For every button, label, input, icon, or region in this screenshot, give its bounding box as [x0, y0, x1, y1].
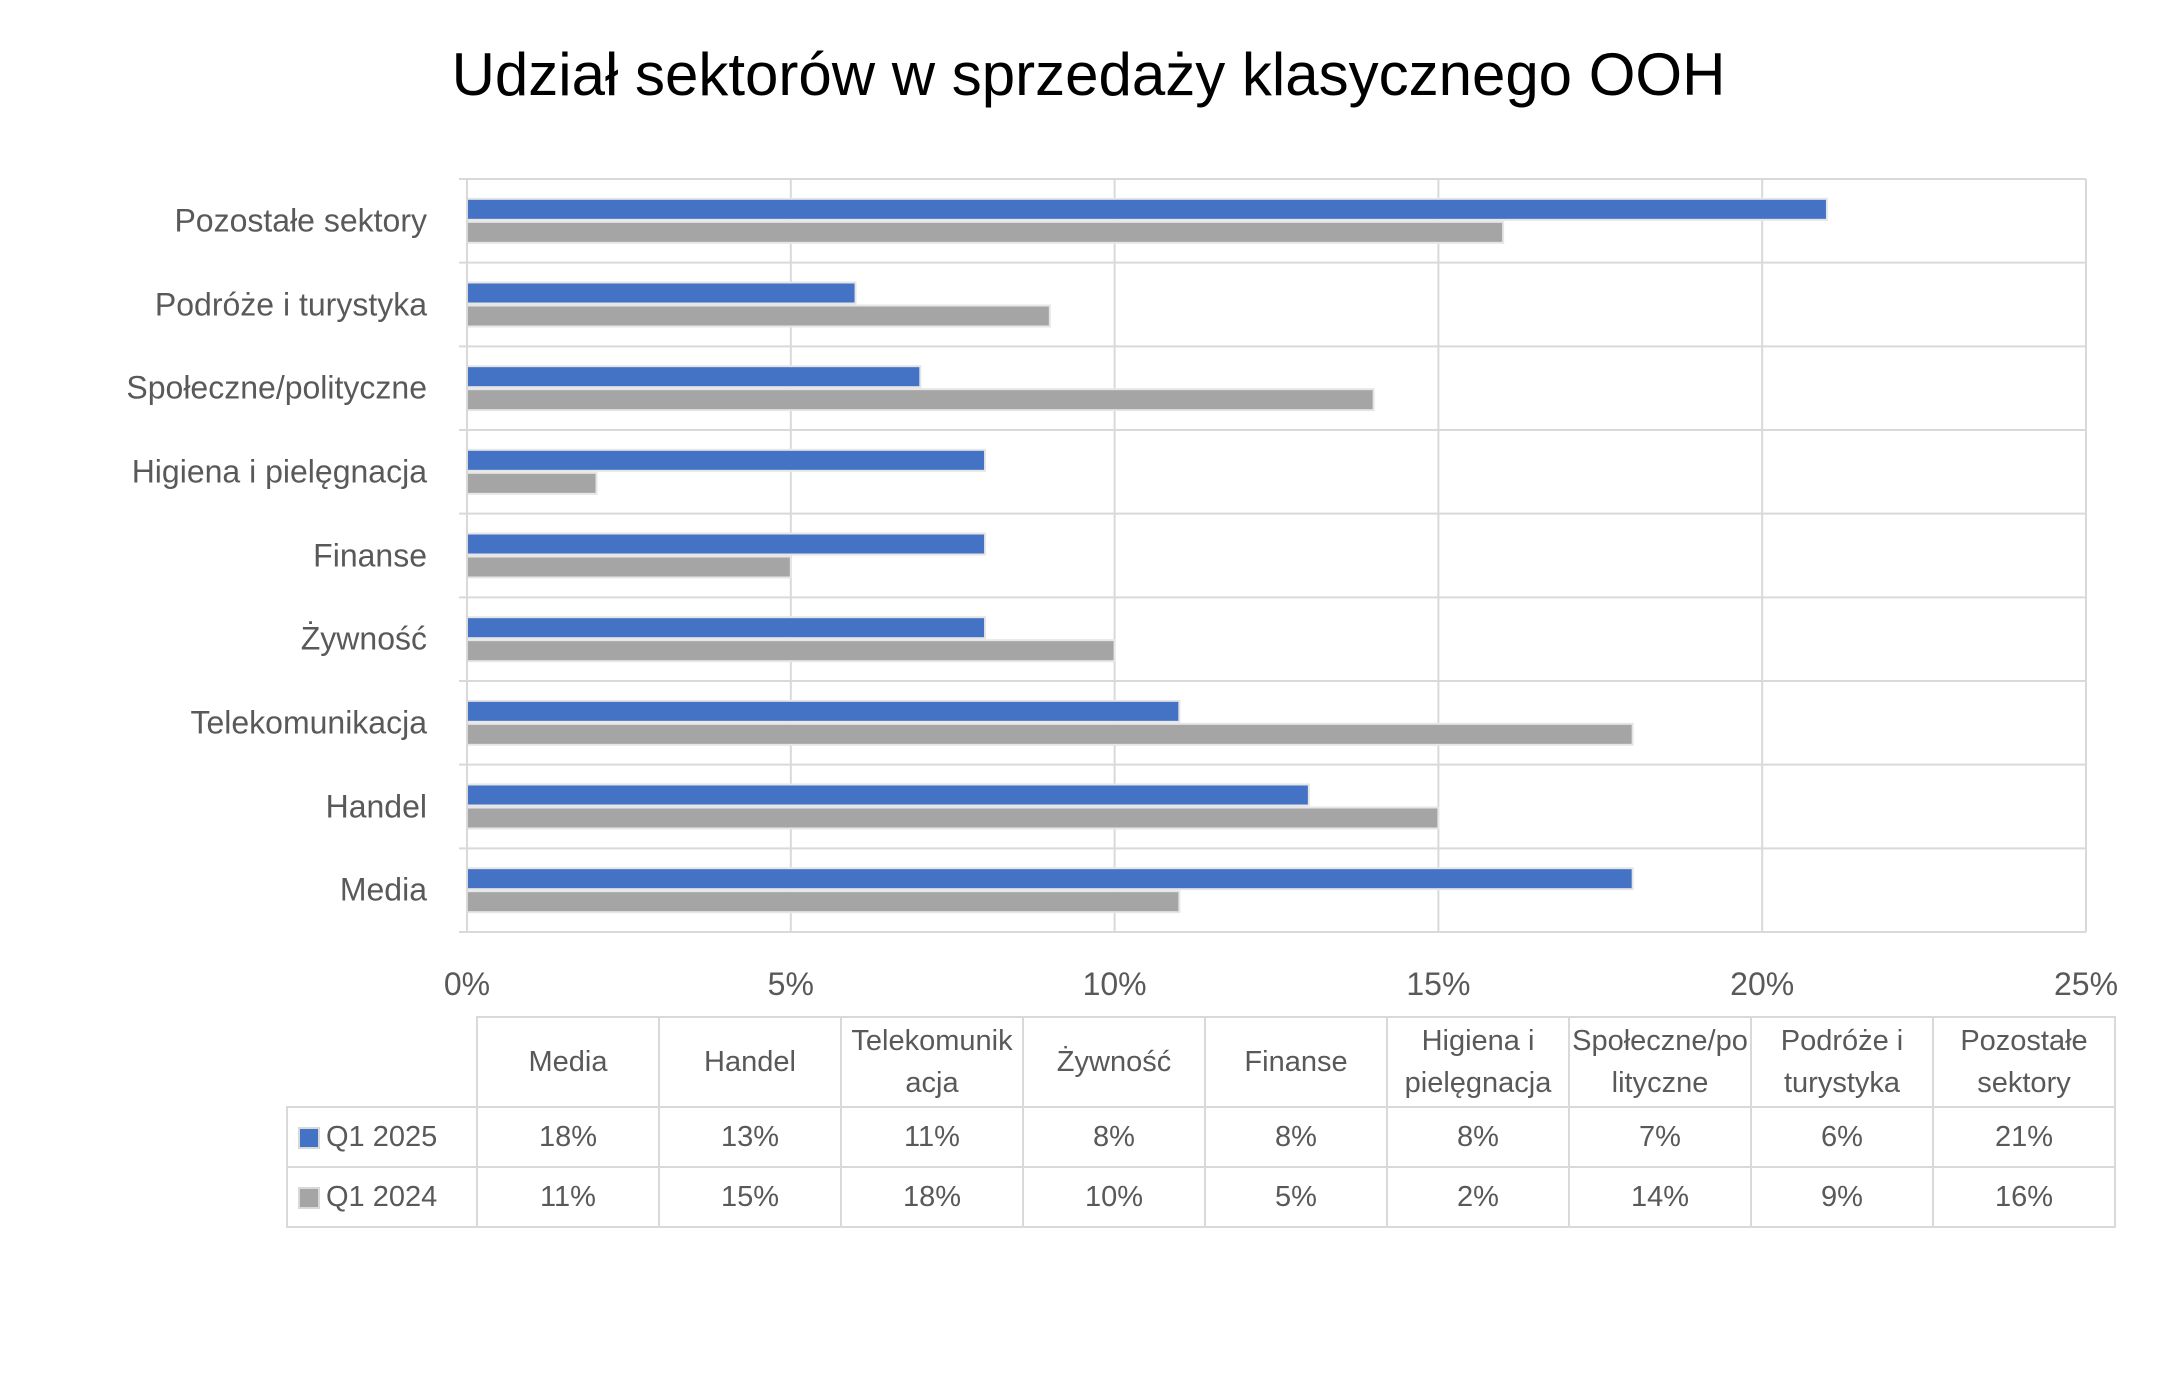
- table-header-cell: Pozostałe sektory: [1932, 1016, 2116, 1108]
- table-header-cell: Finanse: [1204, 1016, 1388, 1108]
- data-label: 6%: [1750, 1106, 1934, 1168]
- bar-q1-2025: [466, 699, 1181, 723]
- data-label: 11%: [840, 1106, 1024, 1168]
- series-name: Q1 2024: [326, 1181, 438, 1213]
- data-label: 16%: [1932, 1166, 2116, 1228]
- category-label: Telekomunikacja: [190, 704, 427, 741]
- data-label: 14%: [1568, 1166, 1752, 1228]
- bar-q1-2024: [466, 388, 1375, 412]
- x-tick-label: 0%: [443, 966, 491, 1002]
- bar-q1-2024: [466, 806, 1440, 830]
- bar-q1-2025: [466, 867, 1634, 891]
- bar-q1-2024: [466, 471, 598, 495]
- table-corner: [287, 1017, 478, 1108]
- table-row: Q1 2024 11% 15% 18% 10% 5% 2% 14% 9% 16%: [286, 1166, 2116, 1228]
- bar-q1-2025: [466, 448, 987, 472]
- legend-swatch: [298, 1127, 320, 1150]
- data-label: 7%: [1568, 1106, 1752, 1168]
- data-label: 21%: [1932, 1106, 2116, 1168]
- x-tick-label: 15%: [1406, 966, 1471, 1002]
- data-label: 18%: [476, 1106, 660, 1168]
- series-name: Q1 2025: [326, 1121, 438, 1153]
- legend-key: Q1 2025: [286, 1106, 478, 1168]
- data-label: 8%: [1204, 1106, 1388, 1168]
- bar-q1-2025: [466, 197, 1828, 221]
- legend-key: Q1 2024: [286, 1166, 478, 1228]
- data-label: 5%: [1204, 1166, 1388, 1228]
- category-label: Społeczne/polityczne: [126, 369, 427, 406]
- bar-q1-2025: [466, 783, 1310, 807]
- bar-q1-2024: [466, 890, 1181, 914]
- bar-q1-2024: [466, 304, 1051, 328]
- category-label: Higiena i pielęgnacja: [131, 453, 427, 490]
- data-label: 18%: [840, 1166, 1024, 1228]
- x-tick-label: 10%: [1082, 966, 1147, 1002]
- category-label: Pozostałe sektory: [174, 202, 427, 239]
- data-label: 13%: [658, 1106, 842, 1168]
- x-tick-label: 5%: [767, 966, 814, 1002]
- table-row: Q1 2025 18% 13% 11% 8% 8% 8% 7% 6% 21%: [286, 1106, 2116, 1168]
- category-label: Podróże i turystyka: [154, 286, 427, 322]
- legend-swatch: [298, 1187, 320, 1210]
- table-header-cell: Społeczne/polityczne: [1568, 1016, 1752, 1108]
- data-label: 11%: [476, 1166, 660, 1228]
- table-header-cell: Handel: [658, 1016, 842, 1108]
- data-label: 15%: [658, 1166, 842, 1228]
- category-label: Handel: [325, 788, 427, 824]
- bar-q1-2025: [466, 532, 987, 556]
- bar-q1-2025: [466, 365, 922, 389]
- data-label: 9%: [1750, 1166, 1934, 1228]
- data-table: Media Handel Telekomunikacja Żywność Finanse…: [286, 1016, 2116, 1228]
- bar-q1-2025: [466, 281, 857, 305]
- table-header-cell: Podróże i turystyka: [1750, 1016, 1934, 1108]
- bar-q1-2024: [466, 639, 1116, 663]
- chart-title: Udział sektorów w sprzedaży klasycznego …: [451, 41, 1726, 108]
- x-tick-label: 25%: [2053, 966, 2119, 1002]
- data-label: 8%: [1022, 1106, 1206, 1168]
- table-header-cell: Telekomunikacja: [840, 1016, 1024, 1108]
- bar-q1-2024: [466, 220, 1505, 244]
- x-tick-label: 20%: [1730, 966, 1795, 1002]
- table-header-cell: Media: [476, 1016, 660, 1108]
- data-label: 2%: [1386, 1166, 1570, 1228]
- table-header-cell: Żywność: [1022, 1016, 1206, 1108]
- table-header-cell: Higiena i pielęgnacja: [1386, 1016, 1570, 1108]
- category-label: Żywność: [300, 620, 427, 657]
- bar-q1-2024: [466, 722, 1634, 746]
- category-label: Media: [339, 871, 427, 908]
- bar-q1-2025: [466, 616, 987, 640]
- data-label: 10%: [1022, 1166, 1206, 1228]
- data-label: 8%: [1386, 1106, 1570, 1168]
- category-label: Finanse: [313, 537, 427, 573]
- bar-q1-2024: [466, 555, 792, 579]
